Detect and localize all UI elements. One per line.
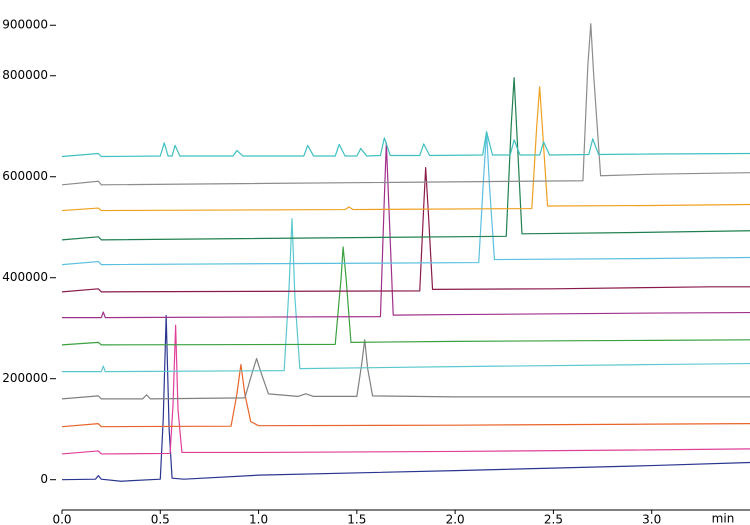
trace bbox=[62, 142, 750, 319]
x-tick-label: 1.0 bbox=[249, 513, 268, 525]
x-axis-label: min bbox=[712, 512, 735, 525]
x-tick-label: 0.0 bbox=[52, 513, 71, 525]
x-tick-label: 2.0 bbox=[446, 513, 465, 525]
y-tick-label: 0 bbox=[40, 472, 48, 486]
x-tick-label: 2.5 bbox=[544, 513, 563, 525]
trace bbox=[61, 324, 750, 455]
trace bbox=[61, 23, 750, 186]
y-tick-label: 200000 bbox=[2, 371, 48, 385]
trace bbox=[61, 363, 750, 428]
trace bbox=[61, 131, 750, 266]
y-tick-label: 900000 bbox=[2, 18, 48, 32]
trace bbox=[61, 77, 750, 241]
trace bbox=[62, 218, 750, 373]
x-tick-label: 0.5 bbox=[151, 513, 170, 525]
x-tick-label: 1.5 bbox=[347, 513, 366, 525]
y-tick-label: 800000 bbox=[2, 68, 48, 82]
trace bbox=[61, 314, 750, 482]
trace bbox=[61, 339, 750, 400]
trace bbox=[61, 86, 750, 212]
trace bbox=[61, 131, 750, 158]
trace bbox=[61, 246, 750, 346]
y-tick-label: 400000 bbox=[2, 270, 48, 284]
y-tick-label: 600000 bbox=[2, 169, 48, 183]
trace bbox=[61, 167, 750, 293]
x-tick-label: 3.0 bbox=[642, 513, 661, 525]
